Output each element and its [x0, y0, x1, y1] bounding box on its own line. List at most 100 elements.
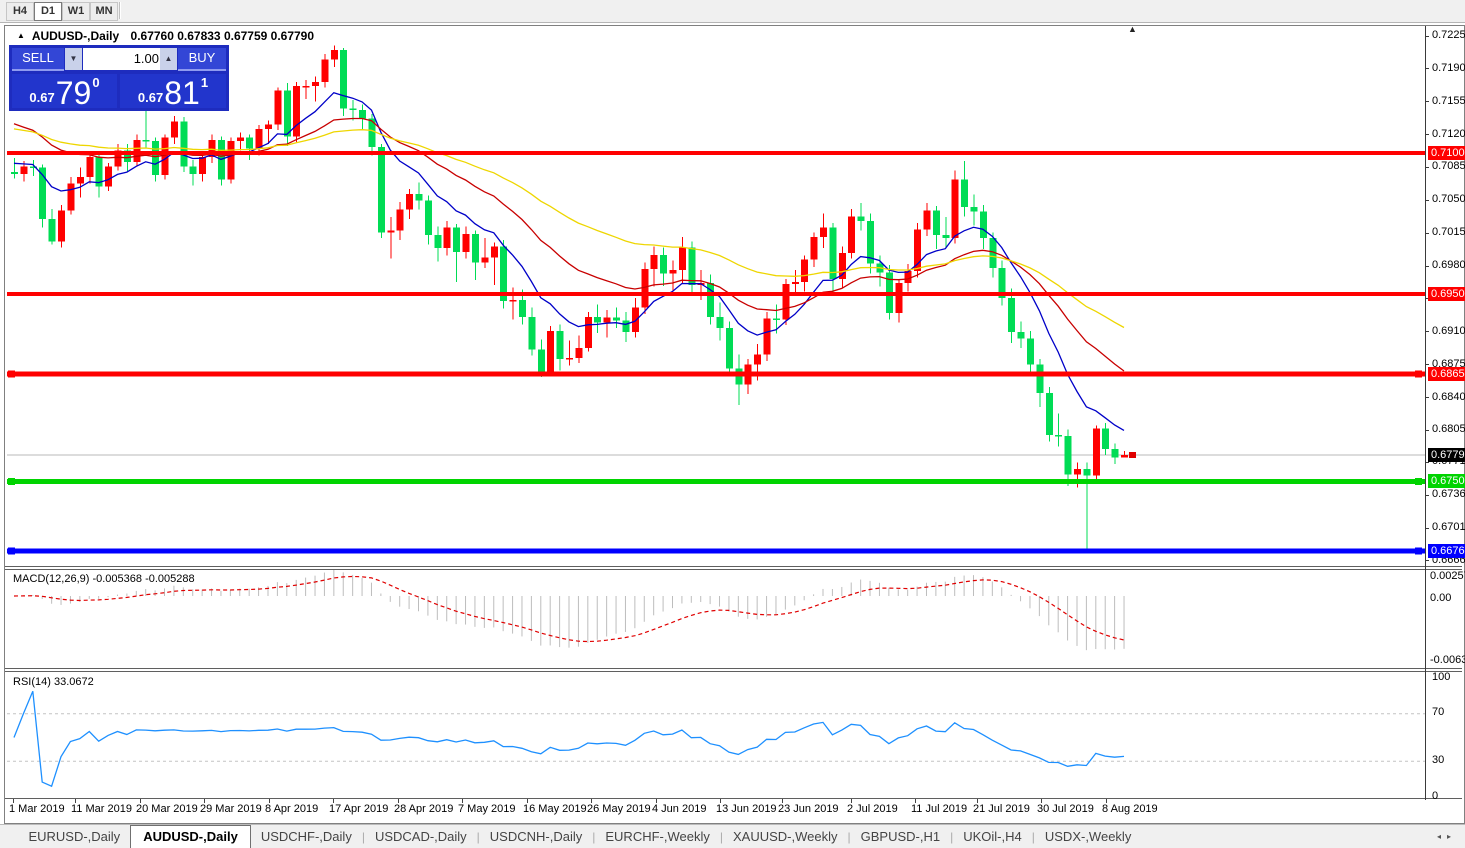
- line-handle[interactable]: [1415, 370, 1422, 378]
- chart-tab-audusd-daily[interactable]: AUDUSD-,Daily: [130, 825, 251, 848]
- candle: [29, 159, 37, 176]
- chart-tab-usdchf-daily[interactable]: USDCHF-,Daily: [260, 829, 352, 844]
- candle: [471, 230, 479, 281]
- candle: [434, 226, 442, 262]
- candle: [39, 164, 47, 228]
- candle: [377, 143, 385, 238]
- candle: [782, 279, 790, 326]
- volume-increase-stepper[interactable]: ▲: [160, 48, 177, 70]
- candle: [932, 205, 940, 250]
- sell-price-pips: 79: [55, 75, 92, 111]
- tab-separator: |: [1031, 830, 1035, 844]
- panel-separator[interactable]: [5, 566, 1462, 570]
- volume-decrease-stepper[interactable]: ▼: [65, 48, 82, 70]
- candle: [283, 82, 291, 146]
- chart-tab-eurchf-weekly[interactable]: EURCHF-,Weekly: [605, 829, 710, 844]
- date-axis-label: 2 Jul 2019: [847, 803, 898, 815]
- candle: [584, 312, 592, 352]
- date-axis-tick: [269, 799, 270, 803]
- buy-price-pips: 81: [164, 75, 200, 111]
- date-axis-label: 23 Jun 2019: [778, 803, 839, 815]
- candle: [274, 87, 282, 130]
- sell-button[interactable]: SELL: [12, 48, 64, 71]
- timeframe-button-h4[interactable]: H4: [6, 2, 34, 21]
- candle: [312, 76, 320, 102]
- tab-separator: |: [719, 830, 723, 844]
- date-axis[interactable]: 1 Mar 2019 11 Mar 2019 20 Mar 2019 29 Mar 2…: [7, 799, 1462, 820]
- price-tag-0.66767: 0.66767: [1428, 543, 1465, 558]
- candle: [904, 264, 912, 292]
- date-axis-tick: [591, 799, 592, 803]
- chart-tab-usdx-weekly[interactable]: USDX-,Weekly: [1044, 829, 1132, 844]
- candle: [415, 182, 423, 210]
- candle: [631, 298, 639, 338]
- candle: [217, 136, 225, 186]
- timeframe-button-d1[interactable]: D1: [34, 2, 62, 21]
- price-axis-tick: [1425, 298, 1429, 300]
- candle: [820, 213, 828, 249]
- candle: [678, 236, 686, 283]
- current-price-tag: 0.67790: [1428, 447, 1465, 462]
- tabs-scroll-right-icon[interactable]: ▸: [1446, 832, 1457, 841]
- candle: [979, 205, 987, 250]
- line-handle[interactable]: [1415, 477, 1422, 485]
- rsi-indicator-panel: [7, 690, 1426, 788]
- candle: [1083, 462, 1091, 551]
- timeframe-button-w1[interactable]: W1: [62, 2, 90, 21]
- chart-tab-eurusd-daily[interactable]: EURUSD-,Daily: [28, 829, 121, 844]
- line-handle[interactable]: [8, 370, 15, 378]
- chart-tab-usdcad-daily[interactable]: USDCAD-,Daily: [374, 829, 467, 844]
- candle: [970, 194, 978, 226]
- chart-tab-ukoil-h4[interactable]: UKOil-,H4: [963, 829, 1022, 844]
- rsi-line: [13, 690, 1125, 788]
- candle: [707, 274, 715, 325]
- candle: [264, 120, 272, 144]
- date-axis-label: 7 May 2019: [458, 803, 516, 815]
- date-axis-tick: [140, 799, 141, 803]
- timeframe-button-mn[interactable]: MN: [90, 2, 118, 21]
- sell-price-display[interactable]: 0.67 79 0: [12, 74, 117, 111]
- date-axis-tick: [851, 799, 852, 803]
- line-handle[interactable]: [8, 477, 15, 485]
- price-axis-border: [1425, 26, 1426, 800]
- candle: [481, 237, 489, 268]
- candle: [989, 232, 997, 278]
- line-handle[interactable]: [1415, 547, 1422, 555]
- chart-ohlc-values: 0.67760 0.67833 0.67759 0.67790: [130, 29, 315, 43]
- timeframe-toolbar: H4 D1 W1 MN: [0, 0, 1465, 23]
- panel-separator[interactable]: [5, 668, 1462, 672]
- candle: [1073, 462, 1081, 488]
- candle: [406, 189, 414, 220]
- volume-input[interactable]: 1.00: [83, 48, 167, 70]
- tabs-scroll-left-icon[interactable]: ◂: [1436, 832, 1447, 841]
- candle: [1102, 422, 1110, 455]
- rsi-axis-label: 100: [1432, 671, 1451, 683]
- chart-tab-usdcnh-daily[interactable]: USDCNH-,Daily: [489, 829, 583, 844]
- date-axis-tick: [398, 799, 399, 803]
- chart-tabs-bar: EURUSD-,Daily AUDUSD-,Daily USDCHF-,Daily |…: [0, 824, 1465, 848]
- last-price-marker: [1129, 451, 1137, 458]
- date-axis-label: 20 Mar 2019: [136, 803, 198, 815]
- line-handle[interactable]: [8, 547, 15, 555]
- symbol-marker-icon: ▲: [17, 31, 25, 40]
- buy-price-display[interactable]: 0.67 81 1: [120, 74, 226, 111]
- candle: [58, 205, 66, 248]
- candle: [67, 176, 75, 215]
- candle: [923, 203, 931, 237]
- chart-tab-gbpusd-h1[interactable]: GBPUSD-,H1: [860, 829, 941, 844]
- candle: [453, 223, 461, 283]
- buy-price-point: 1: [200, 75, 209, 90]
- candle: [1055, 413, 1063, 447]
- date-axis-label: 26 May 2019: [587, 803, 651, 815]
- candle: [490, 242, 498, 285]
- chart-shift-marker-icon[interactable]: ▲: [1128, 24, 1137, 34]
- chart-tab-xauusd-weekly[interactable]: XAUUSD-,Weekly: [733, 829, 838, 844]
- buy-button[interactable]: BUY: [178, 48, 226, 71]
- candle: [998, 260, 1006, 306]
